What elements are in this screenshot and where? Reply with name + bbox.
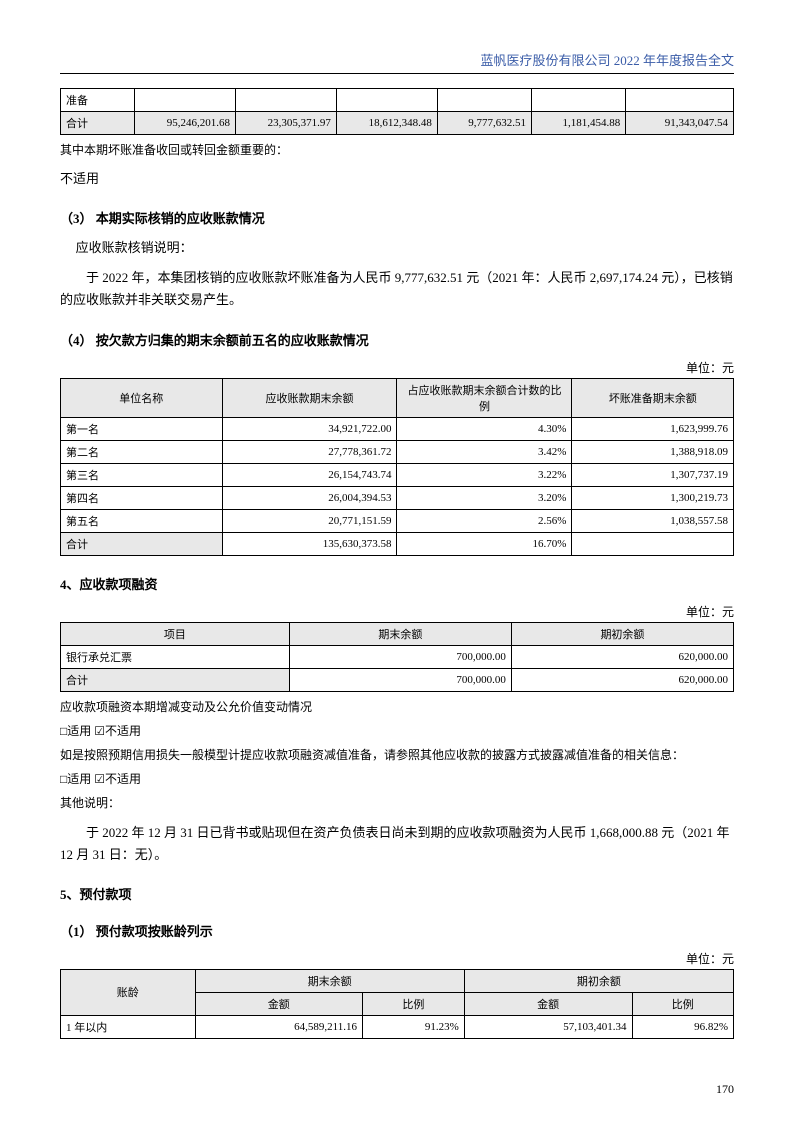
col-header: 期初余额 <box>511 622 733 645</box>
col-header: 期初余额 <box>464 969 733 992</box>
text: 应收账款核销说明： <box>60 237 734 259</box>
note: 应收款项融资本期增减变动及公允价值变动情况 <box>60 698 734 717</box>
section-heading: 5、预付款项 <box>60 884 734 903</box>
col-header: 单位名称 <box>61 378 223 417</box>
note: 其中本期坏账准备收回或转回金额重要的： <box>60 141 734 160</box>
col-header: 账龄 <box>61 969 196 1015</box>
note: 如是按照预期信用损失一般模型计提应收款项融资减值准备，请参照其他应收款的披露方式… <box>60 746 734 765</box>
cell: 准备 <box>61 89 135 112</box>
unit-label: 单位：元 <box>60 950 734 967</box>
table-row: 第二名27,778,361.723.42%1,388,918.09 <box>61 440 734 463</box>
section-heading: （1） 预付款项按账龄列示 <box>60 921 734 940</box>
cell: 合计 <box>61 112 135 135</box>
col-header: 期末余额 <box>289 622 511 645</box>
paragraph: 于 2022 年，本集团核销的应收账款坏账准备为人民币 9,777,632.51… <box>60 267 734 311</box>
section-heading: 4、应收款项融资 <box>60 574 734 593</box>
checkbox-text: □适用 ☑不适用 <box>60 722 734 741</box>
col-header: 占应收账款期末余额合计数的比例 <box>397 378 572 417</box>
unit-label: 单位：元 <box>60 603 734 620</box>
col-header: 期末余额 <box>195 969 464 992</box>
table-row: 合计135,630,373.5816.70% <box>61 532 734 555</box>
col-header: 项目 <box>61 622 290 645</box>
table-row: 第三名26,154,743.743.22%1,307,737.19 <box>61 463 734 486</box>
col-subheader: 金额 <box>195 992 362 1015</box>
col-subheader: 比例 <box>632 992 734 1015</box>
note: 其他说明： <box>60 794 734 813</box>
top5-receivables-table: 单位名称 应收账款期末余额 占应收账款期末余额合计数的比例 坏账准备期末余额 第… <box>60 378 734 556</box>
paragraph: 于 2022 年 12 月 31 日已背书或贴现但在资产负债表日尚未到期的应收款… <box>60 822 734 866</box>
col-header: 应收账款期末余额 <box>222 378 397 417</box>
table-row: 第四名26,004,394.533.20%1,300,219.73 <box>61 486 734 509</box>
checkbox-text: □适用 ☑不适用 <box>60 770 734 789</box>
page-header: 蓝帆医疗股份有限公司 2022 年年度报告全文 <box>60 50 734 74</box>
cell: 23,305,371.97 <box>235 112 336 135</box>
cell: 91,343,047.54 <box>626 112 734 135</box>
col-subheader: 金额 <box>464 992 632 1015</box>
table-row: 1 年以内 64,589,211.16 91.23% 57,103,401.34… <box>61 1015 734 1038</box>
text: 不适用 <box>60 168 734 190</box>
section-heading: （3） 本期实际核销的应收账款情况 <box>60 208 734 227</box>
cell: 18,612,348.48 <box>336 112 437 135</box>
cell: 95,246,201.68 <box>135 112 236 135</box>
summary-table: 准备 合计 95,246,201.68 23,305,371.97 18,612… <box>60 88 734 135</box>
cell: 1,181,454.88 <box>532 112 626 135</box>
col-subheader: 比例 <box>362 992 464 1015</box>
table-row: 第五名20,771,151.592.56%1,038,557.58 <box>61 509 734 532</box>
prepayment-aging-table: 账龄 期末余额 期初余额 金额 比例 金额 比例 1 年以内 64,589,21… <box>60 969 734 1039</box>
table-row: 合计700,000.00620,000.00 <box>61 668 734 691</box>
table-row: 银行承兑汇票700,000.00620,000.00 <box>61 645 734 668</box>
section-heading: （4） 按欠款方归集的期末余额前五名的应收账款情况 <box>60 330 734 349</box>
table-row: 第一名34,921,722.004.30%1,623,999.76 <box>61 417 734 440</box>
cell: 9,777,632.51 <box>437 112 531 135</box>
receivable-financing-table: 项目 期末余额 期初余额 银行承兑汇票700,000.00620,000.00 … <box>60 622 734 692</box>
unit-label: 单位：元 <box>60 359 734 376</box>
col-header: 坏账准备期末余额 <box>572 378 734 417</box>
page-number: 170 <box>716 1082 734 1097</box>
